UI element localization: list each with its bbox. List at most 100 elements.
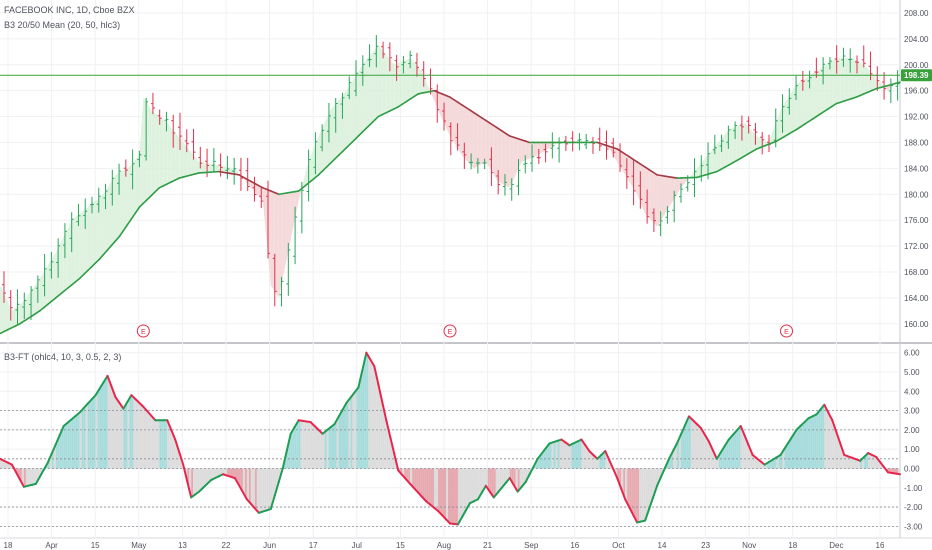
ft-line-segment [835,430,842,445]
ft-histogram-bar [430,468,433,506]
ft-histogram-bar [846,456,849,469]
ft-histogram-bar [322,432,325,469]
mean-fill-segment [800,79,805,127]
mean-fill-segment [83,207,88,275]
price-tick-label: 164.00 [904,294,929,303]
time-tick-label: 17 [309,541,318,550]
time-tick-label: 14 [658,541,667,550]
price-axis[interactable]: 208.00 204.00 200.00 196.00 192.00 188.00 184.… [904,9,929,531]
ft-histogram-bar [213,468,216,479]
ft-histogram-bar [551,442,554,469]
ft-histogram-bar [408,468,411,483]
ft-histogram-bar [340,411,343,469]
ft-line-segment [94,387,101,397]
mean-line-segment [66,284,73,289]
ft-histogram-bar [149,414,152,469]
ft-histogram-bar [864,455,867,469]
ft-line-segment [703,433,710,443]
ft-line-segment [14,471,21,481]
mean-fill-segment [864,64,869,94]
mean-fill-segment [872,73,877,91]
ft-histogram-bar [109,383,112,469]
ft-line-segment [500,481,507,489]
ft-histogram-bar [199,468,202,491]
ft-histogram-bar [394,457,397,469]
ft-line-segment [341,401,348,411]
ft-histogram-bar [667,461,670,469]
ft-histogram-bar [595,457,598,469]
ft-line-segment [644,507,651,522]
mean-fill-segment [171,127,176,182]
mean-fill-segment [23,295,28,322]
time-tick-label: 18 [4,541,13,550]
mean-fill-segment [533,142,538,158]
ft-histogram-bar [782,450,785,469]
ft-histogram-bar [33,468,36,485]
ft-histogram-bar [450,468,452,524]
time-tick-label: Dec [829,541,843,550]
ft-histogram-bar [171,432,174,469]
mean-line-segment [106,244,113,251]
ft-line-segment [683,415,690,427]
ft-line-segment [46,452,53,464]
ft-histogram-bar [639,468,642,522]
mean-fill-segment [63,228,68,292]
ft-histogram-bar [338,415,341,469]
ft-histogram-bar [621,468,624,492]
ft-histogram-bar [424,468,427,501]
ft-histogram-bar [434,468,437,509]
ft-histogram-bar [29,468,32,486]
ft-histogram-bar [471,468,474,502]
ft-histogram-bar [872,455,875,469]
mean-fill-segment [378,45,383,117]
ft-histogram-bar [760,462,763,469]
ft-histogram-bar [838,440,841,469]
mean-fill-segment [31,284,36,317]
ft-histogram-bar [573,442,576,469]
ft-histogram-bar [525,468,528,481]
ft-histogram-bar [95,393,98,469]
ft-histogram-bar [774,457,777,469]
ft-line-segment [779,447,786,456]
ft-histogram-bar [848,456,851,469]
ft-histogram-bar [792,434,795,469]
mean-indicator-label[interactable]: B3 20/50 Mean (20, 50, hlc3) [4,20,121,30]
ft-line-segment [675,433,682,445]
ft-histogram-bar [826,410,829,469]
mean-fill-segment [633,159,638,195]
ft-histogram-bar [374,370,377,469]
mean-fill-segment [163,119,168,186]
ft-line-segment [624,498,631,509]
ft-line-segment [656,475,663,487]
ft-histogram-bar [696,425,699,469]
ft-histogram-bar [73,416,76,469]
ft-line-segment [480,484,487,494]
ft-indicator-label[interactable]: B3-FT (ohlc4, 10, 3, 0.5, 2, 3) [4,352,122,362]
ft-histogram-bar [300,420,303,469]
chart-title[interactable]: FACEBOOK INC, 1D, Cboe BZX [4,5,135,15]
ft-histogram-bar [342,408,345,469]
mean-fill-segment [286,192,291,260]
ft-histogram-bar [0,459,2,469]
ft-histogram-bar [659,468,662,480]
time-axis[interactable]: 18 Apr 15 May 13 22 Jun 17 Jul 15 Aug 21 Sep 16 Oct 14 2… [4,541,885,550]
ft-line-segment [827,411,834,422]
ft-histogram-bar [406,468,409,481]
mean-fill-segment [187,147,192,177]
ft-line-segment [488,490,495,499]
ft-histogram-bar [97,390,100,469]
mean-fill-segment [39,272,44,311]
ft-histogram-bar [438,468,441,512]
ft-histogram-bar [876,458,879,469]
mean-fill-segment [493,125,498,182]
ft-histogram-bar [549,443,552,469]
ft-histogram-bar [228,468,231,477]
ft-histogram-bar [65,423,68,469]
ft-histogram-bar [388,432,391,469]
ft-histogram-bar [463,468,466,513]
ft-histogram-bar [487,468,490,491]
ft-histogram-bar [609,462,612,469]
ft-histogram [0,354,900,525]
